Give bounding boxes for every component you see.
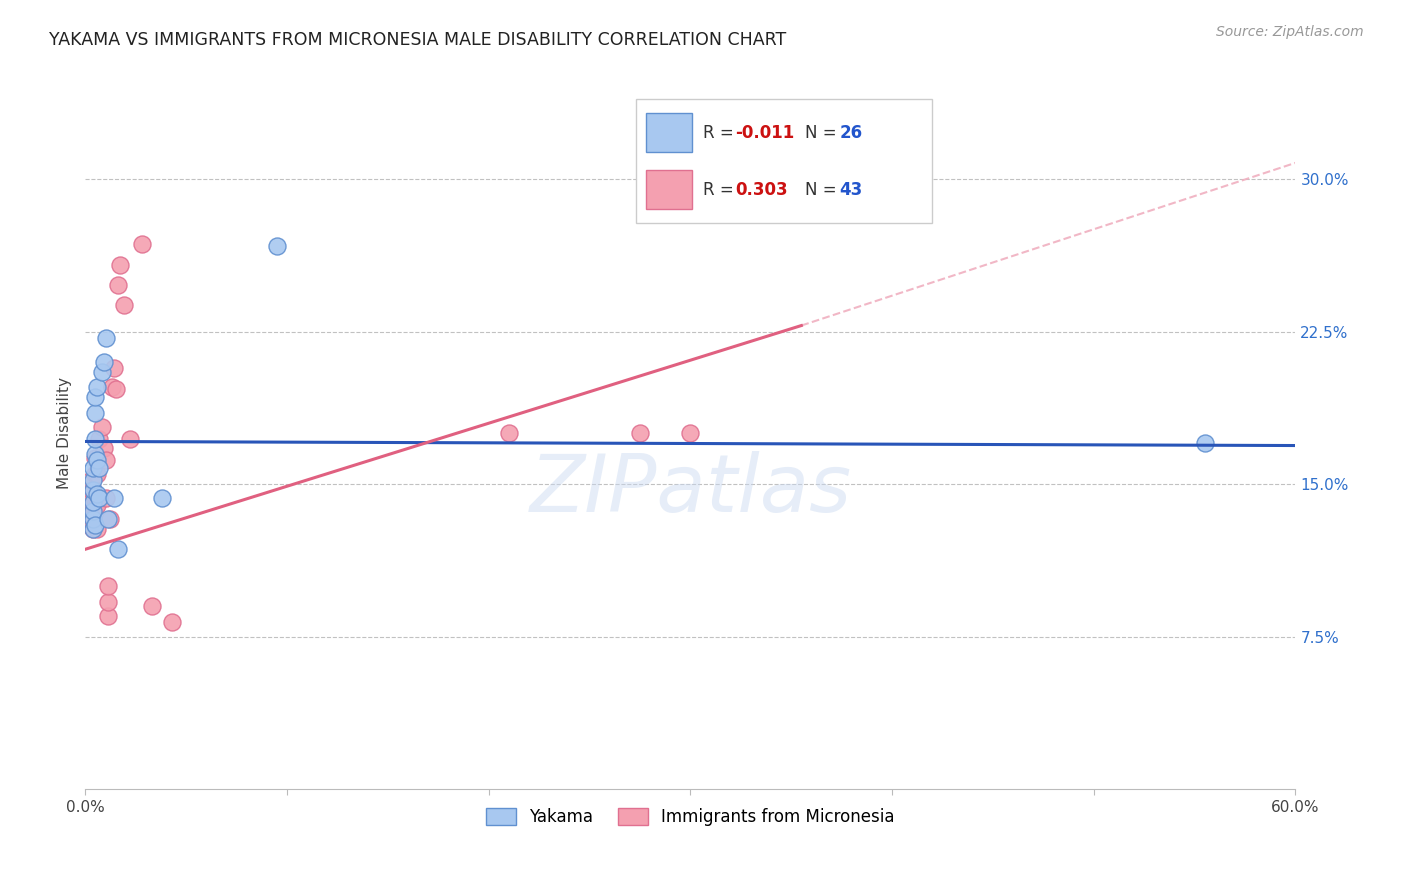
Point: [108, 258, 131, 272]
Point: [84, 498, 107, 512]
Point: [94, 452, 117, 467]
Point: [84, 450, 107, 465]
Point: [94, 491, 117, 506]
Point: [97, 609, 120, 624]
Point: [107, 277, 129, 292]
Point: [90, 420, 112, 434]
Point: [628, 426, 651, 441]
Point: [84, 406, 107, 420]
Point: [82, 503, 104, 517]
Point: [82, 461, 104, 475]
Point: [93, 441, 115, 455]
Point: [79, 487, 101, 501]
Point: [90, 365, 112, 379]
Point: [79, 508, 101, 522]
Point: [89, 461, 111, 475]
Point: [94, 331, 117, 345]
Text: 0.303: 0.303: [735, 181, 787, 199]
Point: [80, 508, 103, 522]
Point: [82, 522, 104, 536]
Point: [82, 522, 104, 536]
Point: [80, 483, 103, 498]
Point: [86, 498, 108, 512]
Point: [89, 433, 111, 447]
Point: [103, 361, 125, 376]
Point: [84, 517, 107, 532]
Point: [97, 595, 120, 609]
Point: [86, 379, 108, 393]
Point: [93, 355, 115, 369]
Point: [103, 491, 125, 506]
Point: [86, 452, 108, 467]
Point: [84, 390, 107, 404]
Point: [97, 512, 120, 526]
Point: [98, 512, 121, 526]
Point: [86, 522, 108, 536]
Text: N =: N =: [806, 181, 842, 199]
Point: [100, 379, 122, 393]
Point: [82, 512, 104, 526]
Text: R =: R =: [703, 124, 738, 142]
Point: [79, 517, 101, 532]
Point: [79, 498, 101, 512]
Point: [498, 426, 520, 441]
Point: [112, 298, 135, 312]
FancyBboxPatch shape: [645, 113, 692, 153]
Point: [84, 447, 107, 461]
Point: [84, 433, 107, 447]
Point: [150, 491, 173, 506]
Y-axis label: Male Disability: Male Disability: [58, 377, 72, 490]
Point: [84, 517, 107, 532]
Point: [86, 487, 108, 501]
Point: [266, 239, 288, 253]
Point: [141, 599, 163, 614]
Point: [118, 433, 141, 447]
Point: [82, 483, 104, 498]
Point: [82, 498, 104, 512]
Text: -0.011: -0.011: [735, 124, 794, 142]
Point: [80, 473, 103, 487]
Text: YAKAMA VS IMMIGRANTS FROM MICRONESIA MALE DISABILITY CORRELATION CHART: YAKAMA VS IMMIGRANTS FROM MICRONESIA MAL…: [49, 31, 786, 49]
Text: ZIPatlas: ZIPatlas: [529, 451, 852, 529]
Text: R =: R =: [703, 181, 738, 199]
Point: [82, 495, 104, 509]
Point: [80, 517, 103, 532]
Point: [82, 483, 104, 498]
Point: [82, 473, 104, 487]
Legend: Yakama, Immigrants from Micronesia: Yakama, Immigrants from Micronesia: [478, 799, 903, 834]
Point: [97, 579, 120, 593]
Point: [104, 382, 127, 396]
Text: 43: 43: [839, 181, 862, 199]
Point: [89, 491, 111, 506]
Point: [86, 467, 108, 481]
Point: [82, 512, 104, 526]
FancyBboxPatch shape: [636, 99, 932, 223]
Point: [679, 426, 702, 441]
Point: [131, 237, 153, 252]
Text: N =: N =: [806, 124, 842, 142]
Text: Source: ZipAtlas.com: Source: ZipAtlas.com: [1216, 25, 1364, 39]
Point: [80, 498, 103, 512]
Text: 26: 26: [839, 124, 862, 142]
Point: [1194, 436, 1216, 450]
Point: [84, 467, 107, 481]
Point: [160, 615, 183, 630]
FancyBboxPatch shape: [645, 170, 692, 209]
Point: [107, 542, 129, 557]
Point: [89, 491, 111, 506]
